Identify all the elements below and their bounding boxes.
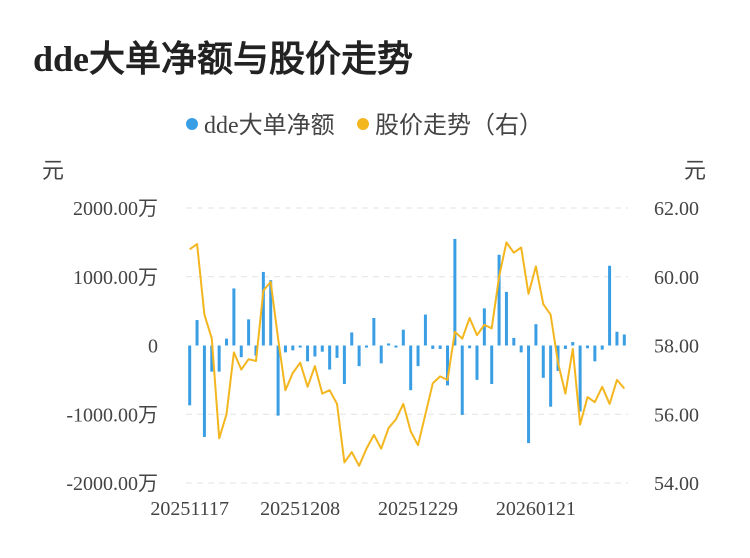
left-tick-label: 1000.00万: [73, 267, 158, 289]
right-tick-label: 56.00: [654, 404, 699, 426]
left-tick-label: 2000.00万: [73, 198, 158, 220]
bar: [350, 332, 354, 346]
bar: [372, 318, 376, 346]
bar: [225, 338, 229, 346]
bar: [357, 345, 361, 367]
bar: [217, 345, 221, 372]
bar: [608, 265, 612, 346]
bar: [409, 345, 413, 391]
bar: [519, 345, 523, 353]
x-tick-label: 20251208: [260, 498, 340, 520]
bar: [387, 343, 391, 346]
legend: dde大单净额 股价走势（右）: [186, 112, 543, 139]
bar: [269, 280, 273, 346]
x-axis-ticks: 20251117 20251208 20251229 20260121: [150, 498, 575, 520]
bar: [512, 337, 516, 346]
bar: [460, 345, 464, 415]
bar: [335, 345, 339, 358]
right-tick-label: 58.00: [654, 336, 699, 358]
bar: [261, 271, 265, 346]
x-tick-label: 20251229: [378, 498, 458, 520]
left-tick-label: -1000.00万: [66, 404, 158, 426]
bar: [431, 345, 435, 349]
bar: [585, 345, 589, 349]
bar: [490, 345, 494, 384]
right-axis-unit: 元: [684, 158, 706, 183]
left-axis-unit: 元: [42, 158, 64, 183]
legend-line-label: 股价走势（右）: [375, 112, 543, 139]
bar: [482, 308, 486, 346]
bar-series: [188, 238, 626, 444]
page-title: dde大单净额与股价走势: [33, 39, 414, 79]
line-series: [189, 241, 626, 467]
bar: [446, 345, 450, 386]
bar: [202, 345, 206, 437]
bar: [195, 320, 199, 346]
bar: [232, 288, 236, 346]
bar: [239, 345, 243, 358]
bar: [364, 345, 368, 348]
x-tick-label: 20251117: [150, 498, 229, 520]
bar: [563, 345, 567, 349]
bar: [475, 345, 479, 380]
bar: [401, 329, 405, 346]
legend-bar-marker: [186, 118, 198, 130]
bar: [438, 345, 442, 349]
bar: [416, 345, 420, 367]
bar: [453, 238, 457, 346]
right-axis-ticks: 62.00 60.00 58.00 56.00 54.00: [654, 198, 699, 495]
price-line: [189, 241, 626, 467]
bar: [593, 345, 597, 362]
bar: [254, 345, 258, 356]
bar: [549, 345, 553, 407]
bar: [615, 331, 619, 346]
bar: [541, 345, 545, 378]
bar: [600, 345, 604, 350]
bar: [342, 345, 346, 384]
bar: [578, 345, 582, 412]
bar: [468, 345, 472, 349]
left-tick-label: -2000.00万: [66, 473, 158, 495]
bar: [210, 345, 214, 372]
bar: [276, 345, 280, 416]
left-axis-ticks: 2000.00万 1000.00万 0 -1000.00万 -2000.00万: [66, 198, 158, 495]
legend-line-marker: [357, 118, 369, 130]
x-tick-label: 20260121: [496, 498, 576, 520]
bar: [306, 345, 310, 362]
bar: [571, 342, 575, 346]
bar: [298, 345, 302, 348]
bar: [497, 254, 501, 346]
bar: [534, 324, 538, 346]
bar: [423, 314, 427, 346]
bar: [394, 345, 398, 348]
left-tick-label: 0: [148, 336, 158, 358]
bar: [283, 345, 287, 353]
right-tick-label: 62.00: [654, 198, 699, 220]
bar: [622, 334, 626, 346]
bar: [188, 345, 192, 406]
right-tick-label: 60.00: [654, 267, 699, 289]
legend-bar-label: dde大单净额: [204, 112, 335, 139]
bar: [504, 291, 508, 346]
grid-lines: [186, 207, 628, 484]
bar: [379, 345, 383, 364]
right-tick-label: 54.00: [654, 473, 699, 495]
bar: [291, 345, 295, 351]
bar: [328, 345, 332, 370]
bar: [247, 319, 251, 346]
bar: [320, 345, 324, 352]
bar: [527, 345, 531, 444]
bar: [313, 345, 317, 357]
